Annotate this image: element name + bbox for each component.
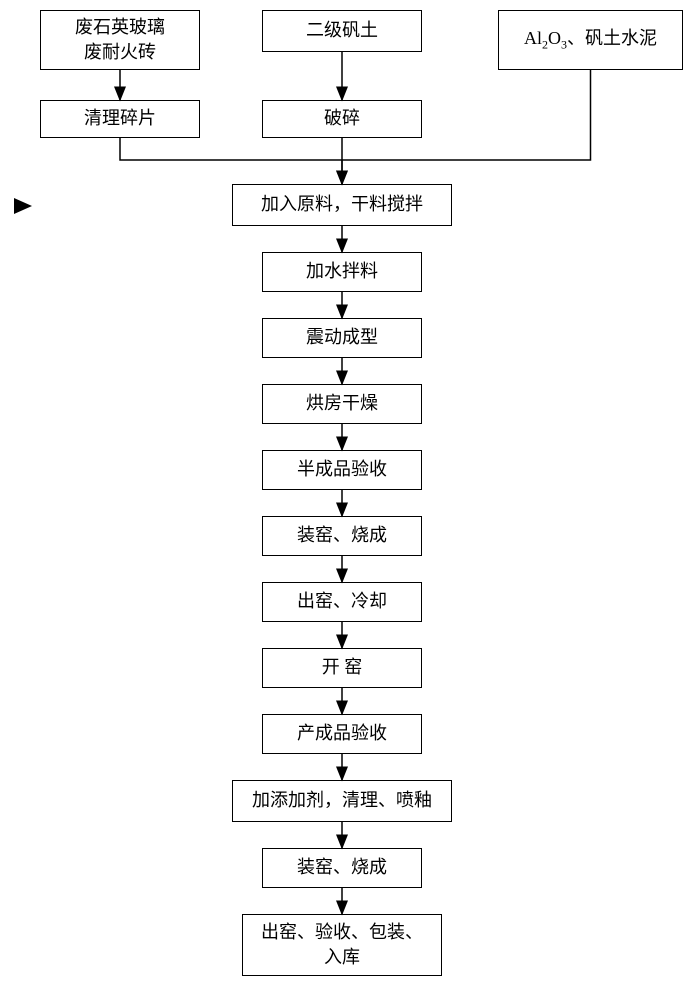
node-label: 产成品验收 — [297, 721, 387, 746]
node-label: 加添加剂，清理、喷釉 — [252, 788, 432, 813]
node-n17: 出窑、验收、包装、入库 — [242, 914, 442, 976]
node-label: 震动成型 — [306, 325, 378, 350]
node-n2: 二级矾土 — [262, 10, 422, 52]
node-n5: 破碎 — [262, 100, 422, 138]
node-label: 破碎 — [324, 106, 360, 131]
node-n13: 开 窑 — [262, 648, 422, 688]
node-n8: 震动成型 — [262, 318, 422, 358]
node-n15: 加添加剂，清理、喷釉 — [232, 780, 452, 822]
node-label: 废石英玻璃废耐火砖 — [75, 15, 165, 65]
node-label: 半成品验收 — [297, 457, 387, 482]
node-label: 加水拌料 — [306, 259, 378, 284]
node-n14: 产成品验收 — [262, 714, 422, 754]
node-n4: 清理碎片 — [40, 100, 200, 138]
node-n3: Al2O3、矾土水泥 — [498, 10, 683, 70]
node-n11: 装窑、烧成 — [262, 516, 422, 556]
node-n10: 半成品验收 — [262, 450, 422, 490]
node-n1: 废石英玻璃废耐火砖 — [40, 10, 200, 70]
node-label: 装窑、烧成 — [297, 855, 387, 880]
node-n7: 加水拌料 — [262, 252, 422, 292]
node-n12: 出窑、冷却 — [262, 582, 422, 622]
node-label: 出窑、验收、包装、入库 — [261, 920, 423, 970]
pointer-triangle-icon — [14, 198, 32, 214]
node-label: 加入原料，干料搅拌 — [261, 192, 423, 217]
node-label: 出窑、冷却 — [297, 589, 387, 614]
node-label: 开 窑 — [322, 655, 363, 680]
node-label: 清理碎片 — [84, 106, 156, 131]
node-label: 烘房干燥 — [306, 391, 378, 416]
node-label: Al2O3、矾土水泥 — [524, 26, 657, 53]
node-label: 二级矾土 — [306, 18, 378, 43]
node-label: 装窑、烧成 — [297, 523, 387, 548]
flowchart-diagram: 废石英玻璃废耐火砖 二级矾土 Al2O3、矾土水泥 清理碎片 破碎 加入原料，干… — [0, 0, 698, 1000]
node-n16: 装窑、烧成 — [262, 848, 422, 888]
node-n9: 烘房干燥 — [262, 384, 422, 424]
node-n6: 加入原料，干料搅拌 — [232, 184, 452, 226]
